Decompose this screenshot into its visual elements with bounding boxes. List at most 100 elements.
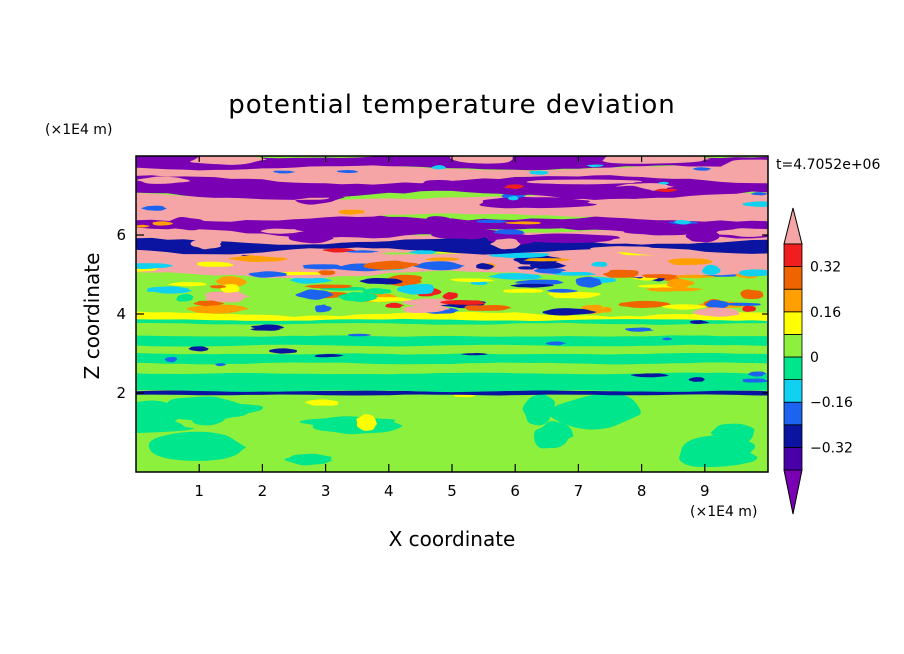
contour-region xyxy=(459,221,490,230)
contour-region xyxy=(430,227,506,240)
contour-region xyxy=(136,224,150,228)
x-tick-label: 8 xyxy=(637,482,647,500)
contour-region xyxy=(346,250,379,253)
x-axis-title: X coordinate xyxy=(389,527,516,551)
contour-region xyxy=(742,201,768,207)
y-tick-label: 2 xyxy=(116,384,126,402)
contour-region xyxy=(661,304,709,310)
contour-region xyxy=(692,167,712,171)
contour-region xyxy=(164,356,178,363)
contour-region xyxy=(440,300,486,305)
contour-region xyxy=(314,304,332,313)
contour-region xyxy=(260,228,305,234)
contour-region xyxy=(658,181,670,185)
colorbar-band xyxy=(783,266,803,290)
contour-region xyxy=(655,188,678,193)
contour-region xyxy=(533,267,567,274)
contour-region xyxy=(701,264,721,276)
contour-region xyxy=(347,333,372,337)
contour-region xyxy=(720,159,768,170)
contour-region xyxy=(630,373,667,377)
contour-region xyxy=(522,393,555,426)
contour-band xyxy=(136,191,768,222)
colorbar-tick-label: 0.16 xyxy=(810,305,841,321)
contour-region xyxy=(545,341,567,346)
x-tick-label: 3 xyxy=(321,482,331,500)
contour-region xyxy=(476,263,494,270)
contour-region xyxy=(431,165,446,170)
contour-region xyxy=(385,302,405,308)
contour-region xyxy=(490,238,521,250)
contour-region xyxy=(268,348,297,354)
contour-region xyxy=(523,258,572,262)
colorbar-band xyxy=(783,243,803,268)
contour-band xyxy=(136,390,768,396)
contour-region xyxy=(338,292,378,302)
contour-region xyxy=(551,272,596,276)
contour-region xyxy=(359,277,404,285)
contour-band xyxy=(136,323,768,337)
contour-region xyxy=(442,292,458,300)
contour-region xyxy=(716,228,768,237)
contour-region xyxy=(590,246,657,252)
contour-region xyxy=(302,264,344,270)
contour-band xyxy=(136,372,768,393)
contour-band xyxy=(136,237,768,255)
y-axis: 2 4 6 xyxy=(116,226,768,402)
contour-region xyxy=(742,305,756,312)
contour-band xyxy=(136,344,768,355)
contour-region xyxy=(248,271,287,278)
contour-region xyxy=(146,286,193,294)
contour-region xyxy=(356,414,377,431)
contour-region xyxy=(450,278,496,283)
contour-region xyxy=(215,363,227,367)
x-axis: 1 2 3 4 5 6 7 8 9 xyxy=(194,156,710,500)
contour-region xyxy=(618,300,671,309)
contour-region xyxy=(136,185,189,191)
x-tick-label: 9 xyxy=(700,482,710,500)
colorbar-band xyxy=(783,379,803,403)
contour-region xyxy=(136,263,174,269)
colorbar-tick-label: 0.32 xyxy=(810,260,841,276)
contour-region xyxy=(661,337,673,341)
contour-region xyxy=(529,261,567,269)
contour-region xyxy=(425,257,460,261)
contour-region xyxy=(176,293,194,302)
x-tick-label: 1 xyxy=(194,482,204,500)
plot-area xyxy=(136,156,768,472)
contour-region xyxy=(529,170,549,175)
x-tick-label: 2 xyxy=(258,482,268,500)
contour-region xyxy=(284,453,334,466)
contour-region xyxy=(673,274,716,279)
contour-region xyxy=(505,221,541,225)
contour-region xyxy=(215,276,247,287)
contour-region xyxy=(599,185,656,199)
contour-region xyxy=(423,171,484,181)
contour-region xyxy=(751,192,768,196)
contour-band xyxy=(136,362,768,375)
contour-region xyxy=(602,156,711,164)
y-tick-label: 6 xyxy=(116,226,126,244)
contour-region xyxy=(402,298,454,306)
contour-region xyxy=(409,250,436,255)
colorbar-extend-max xyxy=(783,207,803,245)
colorbar-band xyxy=(783,401,803,426)
colorbar-band xyxy=(783,356,803,381)
contour-region xyxy=(548,189,595,200)
contour-region xyxy=(515,279,564,285)
colorbar-band xyxy=(783,424,803,448)
chart-title: potential temperature deviation xyxy=(228,90,675,120)
contour-region xyxy=(336,170,359,174)
contour-region xyxy=(402,304,451,314)
contour-region xyxy=(515,233,621,244)
contour-region xyxy=(190,238,222,250)
contour-region xyxy=(460,353,489,356)
contour-region xyxy=(705,300,731,309)
x-tick-label: 7 xyxy=(574,482,584,500)
contour-region xyxy=(534,421,574,449)
x-tick-label: 4 xyxy=(384,482,394,500)
contour-region xyxy=(280,222,362,229)
contour-region xyxy=(363,260,420,270)
contour-region xyxy=(426,216,452,226)
